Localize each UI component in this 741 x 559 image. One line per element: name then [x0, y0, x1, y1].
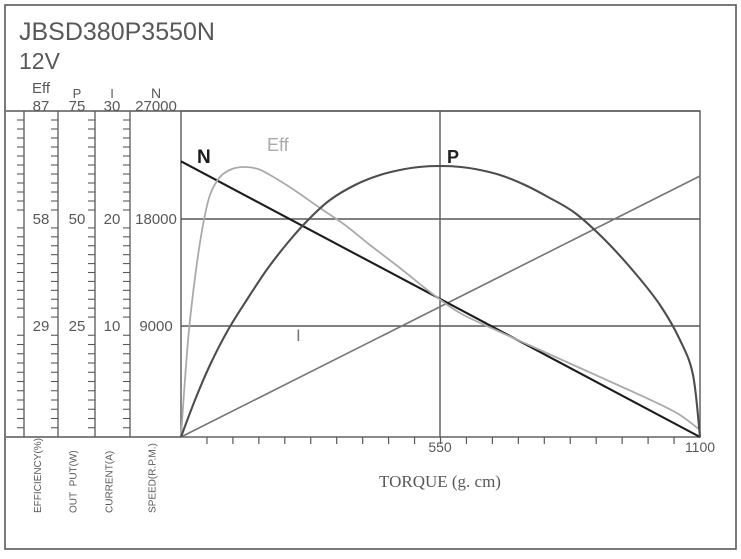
- svg-text:550: 550: [428, 439, 452, 455]
- svg-text:I: I: [296, 326, 301, 345]
- svg-text:29: 29: [33, 318, 50, 335]
- svg-text:SPEED(R.P.M.): SPEED(R.P.M.): [148, 443, 159, 513]
- svg-text:27000: 27000: [135, 98, 177, 115]
- svg-text:CURRENT(A): CURRENT(A): [105, 451, 116, 513]
- svg-text:1100: 1100: [685, 439, 715, 455]
- svg-text:Eff: Eff: [32, 80, 51, 97]
- svg-text:9000: 9000: [139, 318, 172, 335]
- svg-text:EFFICIENCY(%): EFFICIENCY(%): [33, 438, 44, 513]
- svg-text:N: N: [197, 147, 211, 168]
- svg-text:TORQUE (g. cm): TORQUE (g. cm): [379, 472, 501, 491]
- svg-text:25: 25: [69, 318, 86, 335]
- svg-text:P: P: [447, 147, 459, 167]
- svg-text:30: 30: [104, 98, 121, 115]
- svg-text:Eff: Eff: [267, 135, 290, 155]
- svg-text:OUT PUT(W): OUT PUT(W): [69, 450, 80, 513]
- svg-text:JBSD380P3550N: JBSD380P3550N: [19, 18, 215, 46]
- svg-text:58: 58: [33, 211, 50, 228]
- svg-text:12V: 12V: [19, 48, 61, 74]
- svg-text:87: 87: [33, 98, 50, 115]
- svg-text:75: 75: [69, 98, 86, 115]
- svg-text:18000: 18000: [135, 211, 177, 228]
- svg-text:10: 10: [104, 318, 121, 335]
- svg-text:20: 20: [104, 211, 121, 228]
- svg-text:50: 50: [69, 211, 86, 228]
